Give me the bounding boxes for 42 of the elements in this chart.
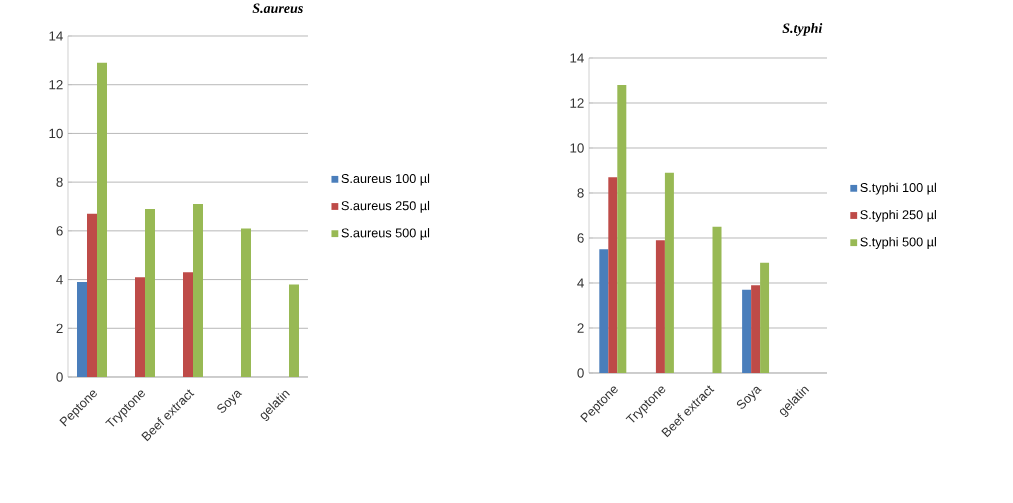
legend-label: S.typhi 100 µl — [860, 182, 936, 195]
y-tick-label: 10 — [49, 128, 63, 139]
bar — [760, 262, 770, 373]
bar — [742, 289, 752, 373]
y-tick-label: 2 — [577, 323, 584, 333]
bar — [751, 285, 761, 373]
bar — [135, 277, 145, 377]
bar — [712, 226, 722, 373]
bar — [599, 249, 609, 373]
bar — [193, 204, 203, 377]
y-tick-label: 12 — [49, 80, 63, 90]
chart-title: S.aureus — [252, 3, 303, 14]
y-tick-label: 14 — [570, 53, 584, 63]
y-tick-label: 6 — [56, 226, 63, 236]
bar — [145, 208, 155, 377]
legend-label: S.aureus 500 µl — [341, 228, 430, 240]
y-tick-label: 4 — [577, 278, 584, 288]
y-tick-label: 0 — [577, 368, 584, 378]
bar — [664, 172, 674, 373]
y-tick-label: 10 — [570, 143, 584, 153]
bar — [289, 284, 299, 377]
bar — [77, 282, 87, 377]
y-tick-label: 2 — [56, 323, 63, 333]
bar — [87, 213, 97, 377]
bar — [655, 240, 665, 373]
y-tick-label: 0 — [56, 372, 63, 382]
y-tick-label: 6 — [577, 233, 584, 243]
bar — [183, 272, 193, 377]
bar — [617, 84, 627, 373]
chart-title: S.typhi — [782, 23, 823, 36]
legend-label: S.aureus 250 µl — [341, 200, 430, 213]
legend-label: S.aureus 100 µl — [341, 173, 430, 186]
legend-label: S.typhi 250 µl — [860, 209, 936, 222]
y-tick-label: 8 — [577, 188, 584, 198]
y-tick-label: 12 — [570, 98, 584, 108]
bar — [240, 228, 251, 377]
y-tick-label: 8 — [56, 177, 63, 187]
y-tick-label: 4 — [56, 274, 63, 285]
bar — [608, 177, 618, 373]
bar — [97, 62, 107, 377]
y-tick-label: 14 — [49, 31, 63, 41]
legend-label: S.typhi 500 µl — [860, 237, 936, 249]
